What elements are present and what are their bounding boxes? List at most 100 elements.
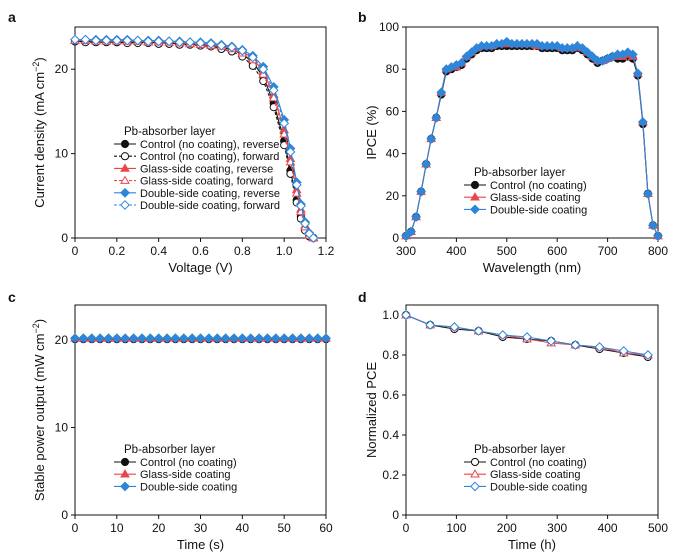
data-point — [426, 133, 437, 144]
x-axis-label: Time (h) — [508, 537, 556, 552]
data-point — [308, 233, 319, 243]
data-point — [78, 333, 89, 344]
data-point — [170, 333, 181, 344]
x-tick-label: 10 — [110, 521, 124, 535]
x-tick-label: 1.0 — [276, 244, 293, 258]
y-tick-label: 100 — [379, 20, 399, 34]
x-tick-label: 400 — [598, 521, 618, 535]
legend-entry: Control (no coating) — [140, 457, 237, 469]
x-tick-label: 0 — [72, 521, 79, 535]
data-point — [577, 43, 588, 54]
data-point — [312, 333, 323, 344]
data-point — [128, 333, 139, 344]
data-point — [95, 333, 106, 344]
data-point — [431, 112, 442, 123]
x-tick-label: 30 — [194, 521, 208, 535]
series-2 — [401, 310, 653, 360]
legend-entry: Control (no coating) — [490, 180, 587, 192]
x-tick-label: 500 — [648, 521, 668, 535]
data-point — [137, 333, 147, 344]
data-point — [111, 333, 122, 344]
data-point — [145, 333, 156, 344]
legend-title: Pb-absorber layer — [124, 126, 216, 138]
y-tick-label: 80 — [386, 62, 400, 76]
x-tick-label: 800 — [648, 244, 668, 258]
data-point — [237, 333, 248, 344]
legend-marker — [470, 469, 480, 478]
y-axis-label: Stable power output (mW cm−2) — [31, 319, 47, 501]
x-tick-label: 600 — [547, 244, 567, 258]
legend-marker — [120, 481, 130, 492]
data-point — [642, 350, 653, 360]
panel-label: d — [358, 289, 367, 305]
x-tick-label: 0 — [72, 244, 79, 258]
data-point — [237, 45, 248, 56]
legend-title: Pb-absorber layer — [124, 444, 216, 456]
data-point — [195, 333, 206, 344]
panel-label: b — [358, 9, 367, 25]
data-point — [653, 230, 663, 241]
legend-marker — [120, 469, 130, 478]
x-tick-label: 60 — [319, 521, 333, 535]
data-point — [153, 333, 164, 344]
legend-entry: Double-side coating, forward — [140, 200, 280, 212]
y-tick-label: 20 — [55, 333, 69, 347]
legend-entry: Control (no coating), reverse — [140, 139, 279, 151]
legend-title: Pb-absorber layer — [474, 167, 566, 179]
x-tick-label: 0.6 — [192, 244, 209, 258]
legend-entry: Double-side coating — [490, 481, 587, 493]
data-point — [570, 340, 581, 350]
y-tick-label: 0.2 — [382, 468, 399, 482]
data-point — [143, 36, 154, 47]
data-point — [229, 333, 239, 344]
legend-marker — [120, 163, 130, 172]
data-point — [501, 36, 512, 47]
plot-area — [70, 333, 331, 344]
data-point — [203, 333, 214, 344]
data-point — [262, 333, 273, 344]
data-point — [532, 38, 542, 49]
series-5 — [70, 34, 319, 243]
x-tick-label: 700 — [598, 244, 618, 258]
plot-area — [401, 36, 663, 241]
data-point — [103, 333, 114, 344]
data-point — [132, 35, 143, 46]
legend-entry: Glass-side coating — [490, 469, 581, 481]
data-point — [120, 333, 131, 344]
y-axis-label: Current density (mA cm−2) — [31, 57, 47, 207]
data-point — [411, 211, 422, 222]
legend-entry: Double-side coating, reverse — [140, 188, 280, 200]
series-2 — [70, 333, 331, 344]
data-point — [164, 36, 175, 47]
legend-entry: Control (no coating) — [490, 457, 587, 469]
legend-entry: Double-side coating — [140, 481, 237, 493]
y-tick-label: 0.8 — [382, 348, 399, 362]
data-point — [279, 333, 290, 344]
data-point — [295, 333, 306, 344]
plot-frame — [405, 304, 659, 516]
y-axis-label: Normalized PCE — [364, 362, 379, 458]
legend-marker — [120, 200, 130, 210]
data-point — [300, 218, 311, 229]
panel-c: c 0 10 20 30 40 50 60 0 10 20 Time (s) Stable power … — [8, 289, 333, 552]
panel-label: a — [8, 9, 16, 25]
series-2 — [401, 36, 663, 241]
data-point — [254, 333, 264, 344]
data-point — [212, 333, 223, 344]
panel-label: c — [8, 289, 16, 305]
data-point — [572, 41, 583, 51]
legend-marker — [120, 139, 130, 149]
data-point — [122, 35, 133, 46]
plot-frame — [405, 26, 659, 239]
data-point — [206, 38, 216, 49]
data-point — [546, 336, 557, 346]
data-point — [406, 226, 416, 237]
data-point — [473, 326, 484, 336]
y-tick-label: 0.6 — [382, 388, 399, 402]
panel-d: d 0 100 200 300 400 500 0 0.2 0.4 0.6 0.8 1.0 Time (h… — [358, 289, 668, 552]
data-point — [321, 333, 331, 344]
y-tick-label: 20 — [55, 62, 69, 76]
data-point — [185, 37, 195, 48]
y-axis-label: IPCE (%) — [364, 105, 379, 159]
